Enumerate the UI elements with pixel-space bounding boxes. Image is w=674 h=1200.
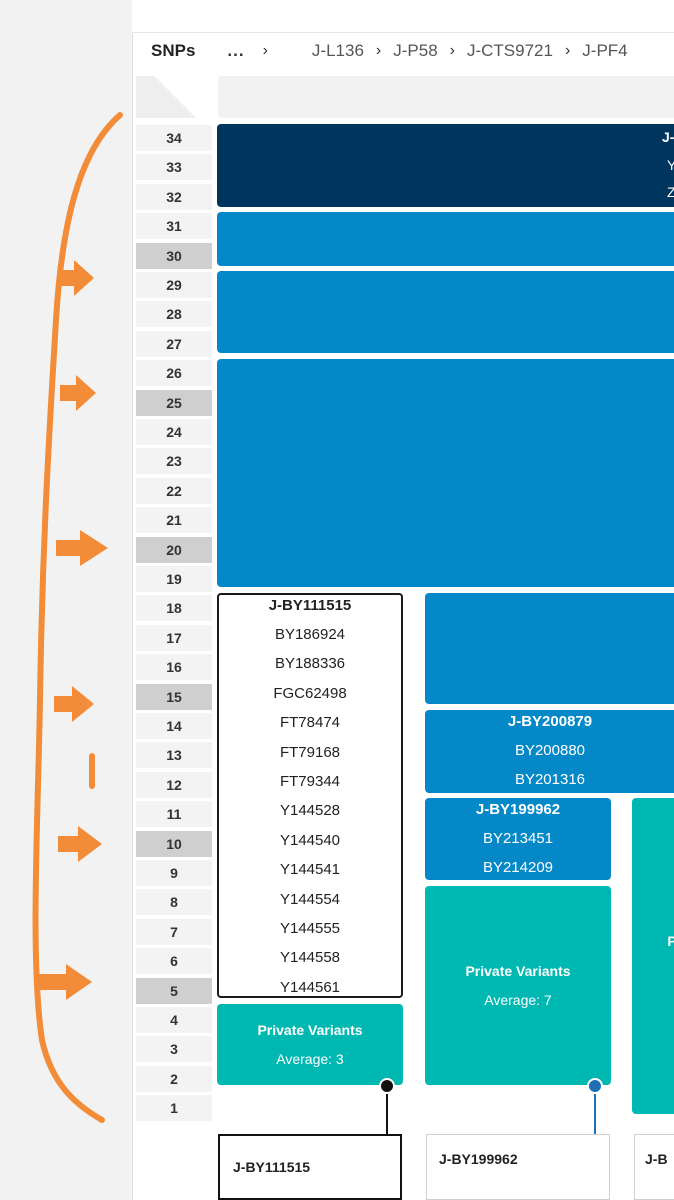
node-block-dark[interactable]: J- Y Z xyxy=(217,124,674,207)
row-label: 4 xyxy=(136,1007,212,1033)
row-label: 15 xyxy=(136,683,212,710)
left-margin xyxy=(0,0,133,1200)
snp-label: FGC62498 xyxy=(273,684,347,702)
node-title: J-BY111515 xyxy=(268,597,352,614)
row-label: 19 xyxy=(136,566,212,592)
snp-label: FT79344 xyxy=(279,773,341,790)
row-label: 29 xyxy=(136,272,212,298)
node-block[interactable] xyxy=(425,593,674,704)
row-label: 3 xyxy=(136,1036,212,1063)
row-label: 8 xyxy=(136,889,212,916)
node-title: J-BY200879 xyxy=(507,713,593,730)
snp-label: BY214209 xyxy=(482,859,554,876)
row-label: 7 xyxy=(136,918,212,945)
leaf-node[interactable]: J-B xyxy=(634,1134,674,1200)
snp-label: BY188336 xyxy=(274,655,346,673)
node-title: J-BY199962 xyxy=(475,801,561,818)
connector-dot[interactable] xyxy=(379,1078,395,1094)
node-block-by199962[interactable]: J-BY199962 BY213451 BY214209 xyxy=(425,798,611,880)
chevron-right-icon: › xyxy=(449,42,455,59)
snp-label: Y144540 xyxy=(279,831,341,849)
page-title: SNPs xyxy=(151,41,196,60)
chevron-right-icon: › xyxy=(262,42,268,59)
row-label: 14 xyxy=(136,713,212,739)
snp-label: FT78474 xyxy=(279,714,341,732)
connector-dot[interactable] xyxy=(587,1078,603,1094)
snp-label: Y144561 xyxy=(279,978,341,996)
row-label: 21 xyxy=(136,507,212,534)
node-block[interactable] xyxy=(217,359,674,587)
row-label: 26 xyxy=(136,360,212,387)
private-variants-block[interactable]: Private Variants Average: 7 xyxy=(425,886,611,1085)
node-edge-text: Y xyxy=(667,157,674,173)
row-label: 5 xyxy=(136,977,212,1004)
row-label: 30 xyxy=(136,242,212,269)
node-edge-text: J- xyxy=(662,129,674,145)
row-label: 27 xyxy=(136,330,212,357)
row-label: 1 xyxy=(136,1095,212,1122)
top-bar xyxy=(132,0,674,33)
row-label: 23 xyxy=(136,448,212,475)
row-label: 9 xyxy=(136,860,212,886)
snp-label: BY213451 xyxy=(482,830,554,847)
node-edge-text: P xyxy=(667,932,674,949)
private-variants-block[interactable]: P xyxy=(632,798,674,1114)
row-label: 24 xyxy=(136,419,212,445)
private-variants-title: Private Variants xyxy=(257,1021,363,1038)
row-label: 13 xyxy=(136,742,212,769)
row-label: 34 xyxy=(136,125,212,151)
row-label: 28 xyxy=(136,301,212,328)
node-block[interactable] xyxy=(217,271,674,353)
row-label: 33 xyxy=(136,154,212,181)
row-label: 20 xyxy=(136,536,212,563)
column-header-bar xyxy=(218,76,674,118)
node-block[interactable] xyxy=(217,212,674,266)
private-variants-average: Average: 3 xyxy=(276,1050,344,1067)
snp-label: BY200880 xyxy=(514,742,586,759)
row-label: 11 xyxy=(136,801,212,828)
connector-line xyxy=(386,1090,388,1136)
row-label: 10 xyxy=(136,830,212,857)
breadcrumb-item[interactable]: J-P58 xyxy=(393,41,438,60)
private-variants-block[interactable]: Private Variants Average: 3 xyxy=(217,1004,403,1085)
chevron-right-icon: › xyxy=(564,42,571,59)
chevron-right-icon: › xyxy=(375,42,382,59)
private-variants-average: Average: 7 xyxy=(484,991,552,1008)
node-block-by200879[interactable]: J-BY200879 BY200880 BY201316 xyxy=(425,710,674,793)
snp-label: BY186924 xyxy=(274,626,346,643)
leaf-node-selected[interactable]: J-BY111515 xyxy=(218,1134,402,1200)
node-block-selected[interactable]: J-BY111515 BY186924 BY188336 FGC62498 FT784… xyxy=(217,593,403,998)
snp-label: Y144528 xyxy=(279,802,341,820)
row-label: 32 xyxy=(136,183,212,210)
connector-line xyxy=(594,1090,596,1136)
row-label: 31 xyxy=(136,213,212,240)
snp-label: Y144554 xyxy=(279,890,341,908)
grid-corner xyxy=(136,76,212,118)
breadcrumb-item[interactable]: J-PF4 xyxy=(582,41,628,60)
snp-label: Y144555 xyxy=(279,920,341,937)
row-label: 12 xyxy=(136,771,212,798)
breadcrumb-item[interactable]: J-CTS9721 xyxy=(466,41,553,60)
private-variants-title: Private Variants xyxy=(465,962,571,979)
node-edge-text: Z xyxy=(667,184,674,200)
leaf-node-label: J-BY111515 xyxy=(233,1159,311,1175)
breadcrumb-ellipsis[interactable]: ... xyxy=(227,41,245,60)
snp-label: Y144558 xyxy=(279,949,341,967)
leaf-node[interactable]: J-BY199962 xyxy=(426,1134,610,1200)
row-label: 6 xyxy=(136,948,212,975)
row-label: 25 xyxy=(136,389,212,416)
snp-label: FT79168 xyxy=(279,743,341,761)
breadcrumb: SNPs ... › J-L136 › J-P58 › J-CTS9721 › … xyxy=(132,32,674,70)
row-label: 17 xyxy=(136,624,212,651)
row-label: 22 xyxy=(136,477,212,504)
snp-label: Y144541 xyxy=(279,861,341,879)
leaf-node-label: J-B xyxy=(645,1151,668,1167)
breadcrumb-item[interactable]: J-L136 xyxy=(311,41,364,60)
row-label: 18 xyxy=(136,595,212,622)
row-label: 2 xyxy=(136,1065,212,1092)
row-label: 16 xyxy=(136,654,212,681)
snp-label: BY201316 xyxy=(514,771,586,788)
leaf-node-label: J-BY199962 xyxy=(439,1151,518,1167)
